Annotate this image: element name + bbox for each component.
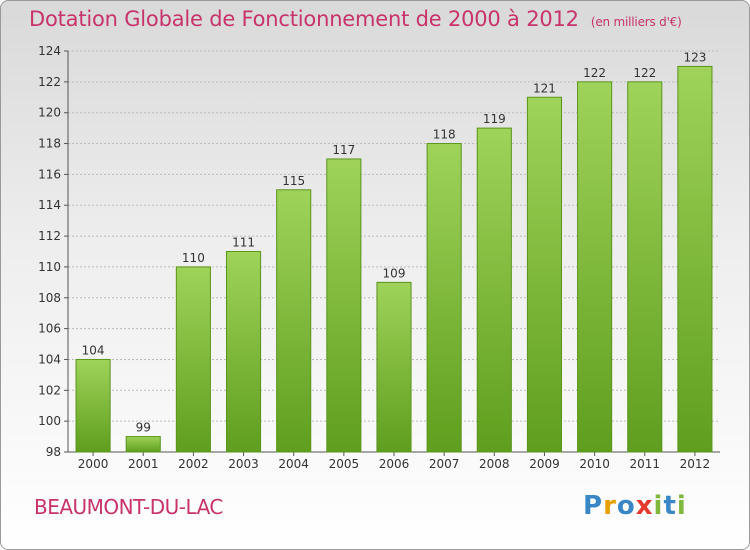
logo-letter: x [635,491,654,521]
x-tick-label: 2007 [429,457,460,471]
y-tick-label: 122 [38,75,61,89]
bar-value-label: 118 [433,128,456,142]
bar [276,189,312,453]
bar [476,127,512,453]
x-tick-label: 2006 [379,457,410,471]
y-tick-label: 124 [38,44,61,58]
y-tick-label: 110 [38,260,61,274]
y-tick-label: 104 [38,352,61,366]
x-tick-label: 2010 [579,457,610,471]
bar-value-label: 123 [683,50,706,64]
logo-letter: t [663,491,677,521]
axis-layer: 98 100 102 104 106 108 110 112 114 116 118 120 122 12… [38,44,720,471]
bar [526,96,563,453]
bar-value-label: 99 [136,421,151,435]
y-tick-label: 118 [38,137,61,151]
bar [677,65,713,453]
bar-value-label: 122 [633,66,656,80]
bar [75,358,111,453]
x-tick-label: 2005 [329,457,360,471]
x-tick-label: 2011 [629,457,660,471]
bar [577,81,613,453]
unit-label: (en milliers d'€) [590,15,682,29]
commune-name: BEAUMONT-DU-LAC [34,495,223,519]
y-tick-label: 114 [38,198,61,212]
logo-letter: o [616,491,636,521]
y-tick-label: 106 [38,322,61,336]
bar-value-label: 104 [82,343,105,357]
x-tick-label: 2001 [128,457,159,471]
bar [175,266,211,453]
y-tick-label: 98 [46,445,61,459]
x-tick-label: 2009 [529,457,560,471]
y-tick-label: 100 [38,414,61,428]
y-tick-label: 120 [38,106,61,120]
logo-letter: P [583,491,604,521]
x-tick-label: 2003 [228,457,259,471]
bar-value-label: 111 [232,236,255,250]
x-tick-label: 2000 [78,457,109,471]
chart-title: Dotation Globale de Fonctionnement de 20… [29,7,579,31]
bar [426,143,462,453]
x-tick-label: 2004 [278,457,309,471]
bar-value-label: 117 [332,143,355,157]
bar [326,158,362,453]
bar [125,436,161,453]
bar-value-label: 121 [533,81,556,95]
proxiti-logo: Proxiti [583,491,687,521]
x-tick-label: 2002 [178,457,209,471]
y-tick-label: 116 [38,167,61,181]
x-tick-label: 2012 [680,457,711,471]
logo-letter: i [653,491,664,521]
bar-value-label: 115 [282,174,305,188]
y-tick-label: 112 [38,229,61,243]
bar-value-label: 110 [182,251,205,265]
bar [225,251,262,453]
y-tick-label: 108 [38,291,61,305]
chart-title-row: Dotation Globale de Fonctionnement de 20… [29,7,682,31]
bar [376,281,412,453]
logo-letter: r [603,491,617,521]
x-tick-label: 2008 [479,457,510,471]
bar-value-label: 122 [583,66,606,80]
bar-value-label: 119 [483,112,506,126]
y-tick-label: 102 [38,383,61,397]
bar-layer: 104 99 110 111 115 117 109 118 119 121 122 122 123 [75,50,713,453]
logo-letter: i [676,491,687,521]
bar-value-label: 109 [383,266,406,280]
bar [627,81,663,453]
